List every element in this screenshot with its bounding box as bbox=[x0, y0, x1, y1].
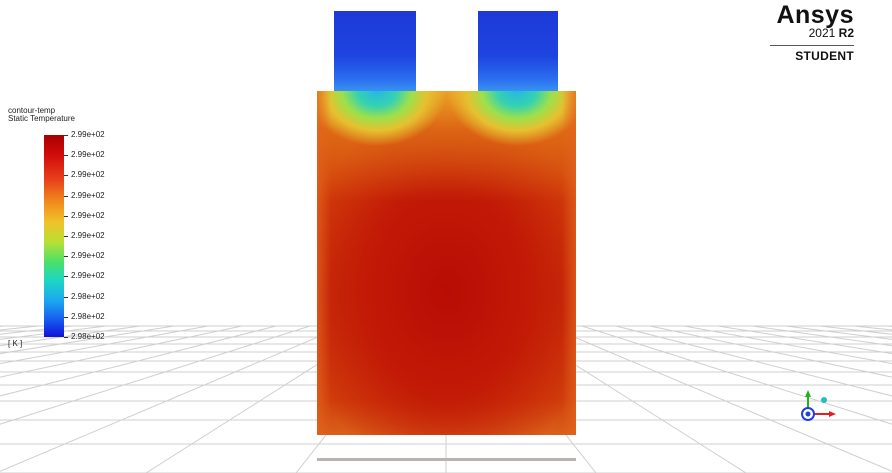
floor-grid-line bbox=[717, 325, 892, 355]
legend-tick bbox=[64, 155, 68, 156]
floor-grid-line bbox=[0, 325, 311, 425]
legend-subtitle: Static Temperature bbox=[8, 114, 75, 123]
legend-tick-label: 2.99e+02 bbox=[71, 231, 105, 240]
contour-legend: contour-temp Static Temperature 2.99e+02… bbox=[8, 106, 168, 356]
floor-grid-line bbox=[683, 325, 892, 365]
floor-grid-line bbox=[0, 325, 345, 472]
floor-grid-line bbox=[887, 325, 892, 327]
legend-tick-label: 2.98e+02 bbox=[71, 292, 105, 301]
body-edge-right bbox=[562, 91, 576, 435]
legend-tick bbox=[64, 256, 68, 257]
right-terminal-tab bbox=[478, 11, 558, 93]
legend-title: contour-temp bbox=[8, 106, 56, 115]
floor-grid-line bbox=[547, 325, 892, 472]
legend-unit: [ K ] bbox=[8, 339, 23, 348]
floor-grid-line bbox=[581, 325, 892, 425]
logo-wordmark: Ansys bbox=[776, 1, 854, 29]
legend-tick bbox=[64, 236, 68, 237]
legend-tick bbox=[64, 317, 68, 318]
legend-tick-label: 2.98e+02 bbox=[71, 332, 105, 341]
xyz-axis-triad-icon[interactable] bbox=[790, 384, 846, 430]
floor-grid-line bbox=[0, 325, 5, 327]
legend-tick bbox=[64, 135, 68, 136]
legend-tick-label: 2.99e+02 bbox=[71, 211, 105, 220]
base-plate-edge bbox=[317, 458, 576, 461]
logo-edition: STUDENT bbox=[795, 49, 854, 63]
legend-tick-label: 2.98e+02 bbox=[71, 312, 105, 321]
left-terminal-tab bbox=[334, 11, 416, 93]
logo-version-release: R2 bbox=[838, 26, 854, 40]
axis-x-arrow-icon bbox=[829, 411, 836, 417]
legend-tick bbox=[64, 175, 68, 176]
legend-tick bbox=[64, 276, 68, 277]
axis-y-arrow-icon bbox=[805, 390, 811, 397]
legend-tick-label: 2.99e+02 bbox=[71, 130, 105, 139]
colorbar bbox=[44, 135, 64, 337]
floor-grid-line bbox=[615, 325, 892, 397]
battery-cell-body bbox=[317, 91, 576, 435]
ansys-logo: Ansys 2021 R2 STUDENT bbox=[752, 1, 862, 63]
floor-grid-line bbox=[0, 325, 243, 378]
legend-tick-label: 2.99e+02 bbox=[71, 191, 105, 200]
temperature-gradient-region bbox=[317, 91, 576, 201]
floor-grid-line bbox=[649, 325, 892, 378]
logo-version: 2021 R2 bbox=[809, 27, 854, 40]
legend-tick bbox=[64, 297, 68, 298]
legend-tick-label: 2.99e+02 bbox=[71, 150, 105, 159]
body-edge-left bbox=[317, 91, 331, 435]
floor-grid-line bbox=[0, 325, 277, 397]
logo-divider bbox=[770, 45, 854, 46]
legend-tick-label: 2.99e+02 bbox=[71, 251, 105, 260]
legend-tick-label: 2.99e+02 bbox=[71, 170, 105, 179]
floor-grid-line bbox=[0, 325, 175, 355]
legend-tick bbox=[64, 196, 68, 197]
logo-version-year: 2021 bbox=[808, 26, 836, 40]
view-direction-icon bbox=[821, 397, 827, 403]
axis-z-dot-icon bbox=[805, 411, 811, 417]
floor-grid-line bbox=[0, 325, 209, 365]
legend-tick bbox=[64, 337, 68, 338]
legend-tick bbox=[64, 216, 68, 217]
legend-tick-label: 2.99e+02 bbox=[71, 271, 105, 280]
